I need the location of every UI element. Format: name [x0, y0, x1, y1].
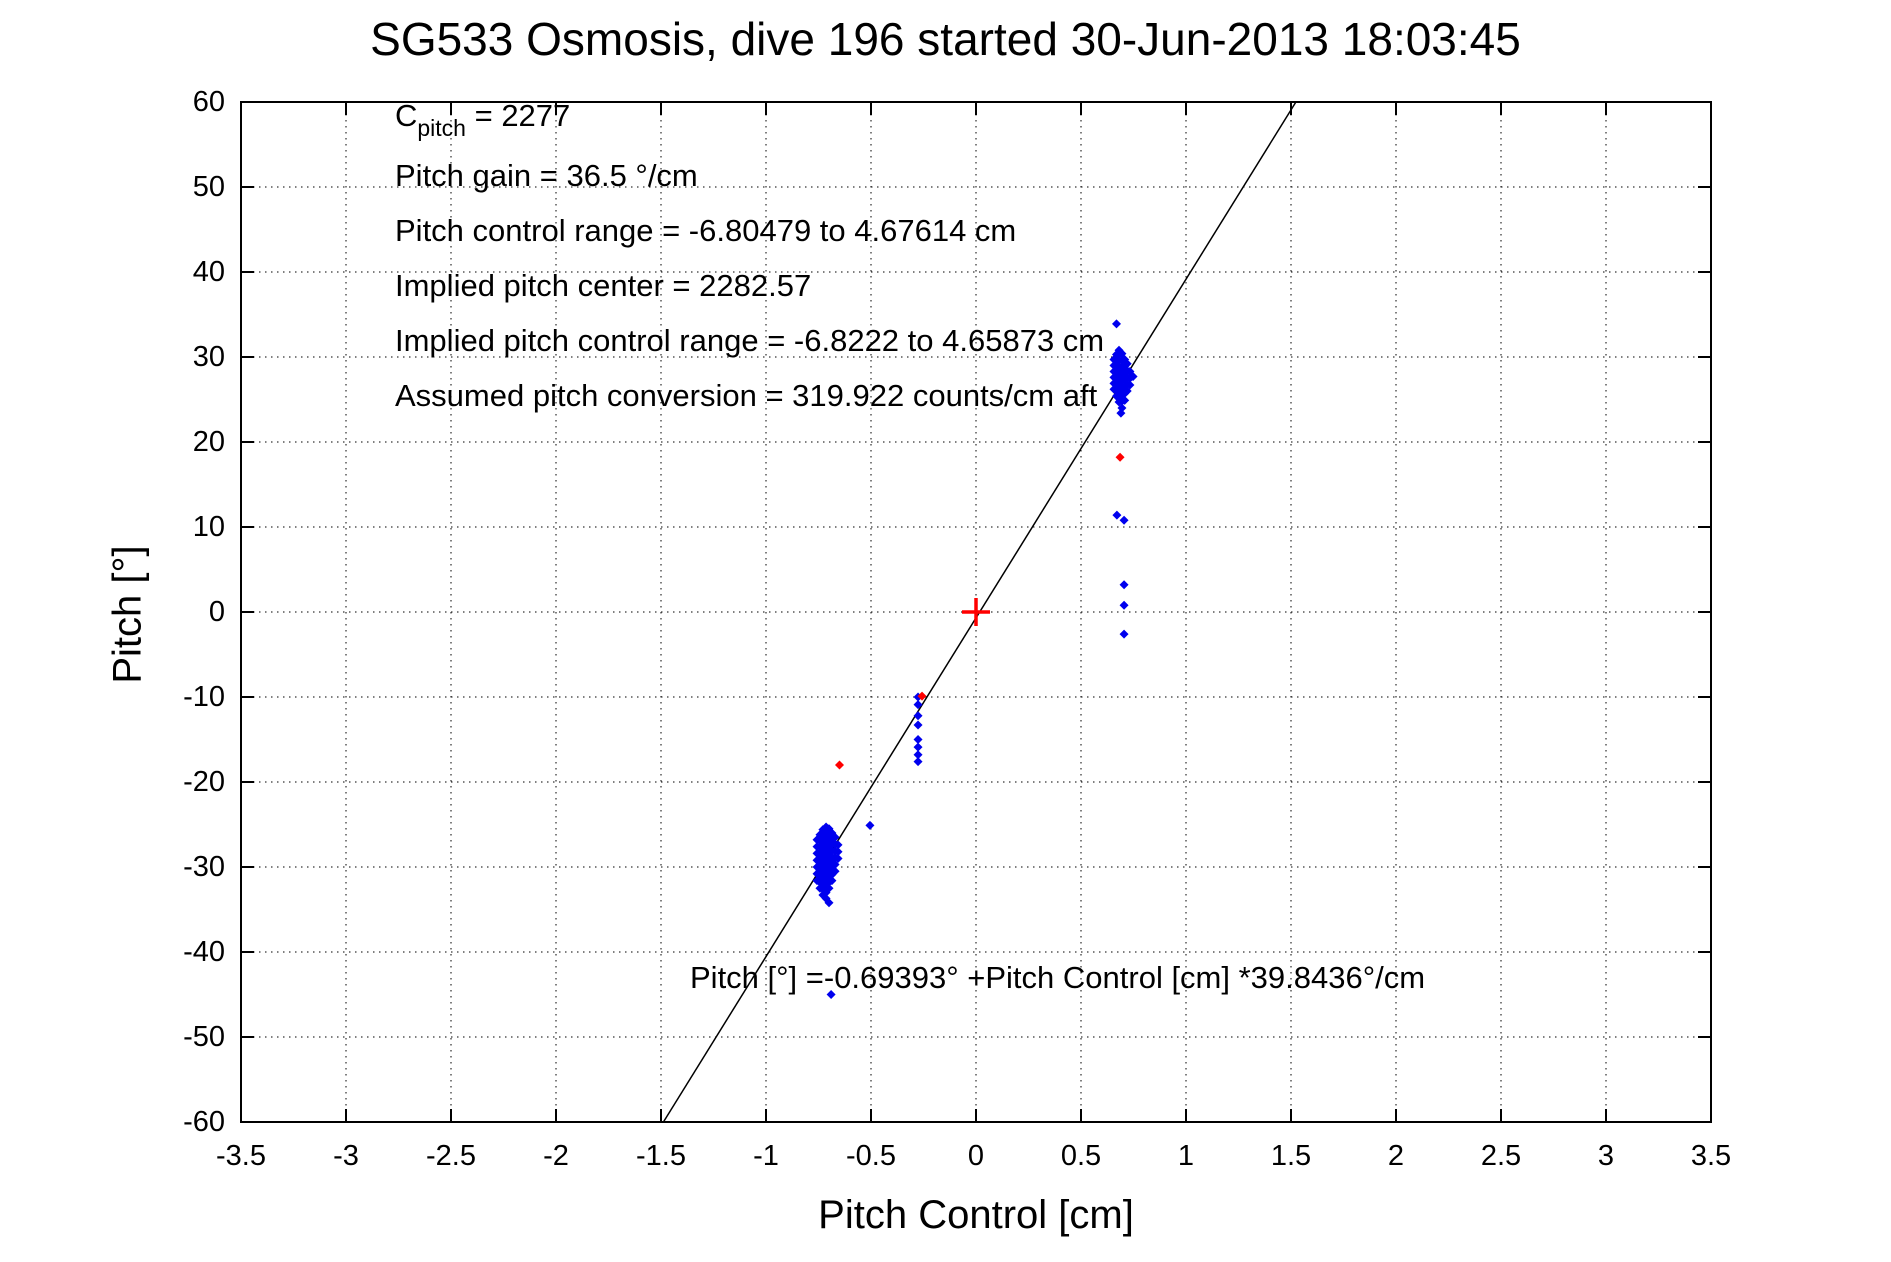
pitch-observations-blue-marker [1111, 319, 1121, 329]
y-tick-label: -40 [183, 936, 225, 968]
pitch-observations-blue-marker [913, 711, 923, 721]
x-tick-label: 1 [1177, 1140, 1195, 1172]
x-tick-label: 0 [967, 1140, 985, 1172]
pitch-observations-blue-marker [865, 820, 875, 830]
y-tick-label: 20 [192, 426, 225, 458]
pitch-observations-blue-marker [1119, 600, 1129, 610]
fit-equation-label: Pitch [°] =-0.69393° +Pitch Control [cm]… [690, 960, 1426, 995]
x-tick-label: 1.5 [1270, 1140, 1312, 1172]
pitch-observations-blue-marker [913, 735, 923, 744]
y-tick-label: -60 [183, 1106, 225, 1138]
y-tick-label: 60 [192, 86, 225, 118]
annotation-cpitch-symbol: C [395, 98, 418, 133]
y-tick-label: 30 [192, 341, 225, 373]
pitch-observations-blue-marker [913, 742, 923, 752]
annotation-pitch-control-range: Pitch control range = -6.80479 to 4.6761… [395, 213, 1017, 248]
y-tick-label: 40 [192, 256, 225, 288]
x-tick-label: -2 [543, 1140, 569, 1172]
x-tick-label: -2.5 [426, 1140, 476, 1172]
y-tick-label: 0 [208, 596, 225, 628]
pitch-observations-blue-marker [1119, 580, 1129, 590]
annotation-implied-pitch-control-range: Implied pitch control range = -6.8222 to… [395, 323, 1105, 358]
pitch-observations-blue-marker [824, 898, 834, 908]
pitch-observations-blue-marker [1128, 372, 1138, 382]
y-tick-label: -10 [183, 681, 225, 713]
pitch-observations-blue-marker [833, 847, 843, 857]
pitch-observations-blue-marker [1122, 359, 1132, 369]
x-tick-label: 2 [1387, 1140, 1405, 1172]
annotation-cpitch: Cpitch = 2277 [395, 100, 570, 144]
pitch-observations-blue-marker [830, 832, 840, 842]
pitch-observations-blue-marker [1120, 395, 1130, 405]
pitch-observations-blue-marker [833, 840, 843, 850]
annotation-pitch-gain: Pitch gain = 36.5 °/cm [395, 158, 698, 193]
pitch-observations-blue-marker [1119, 629, 1129, 639]
pitch-observations-blue-marker [833, 854, 843, 863]
x-axis-label: Pitch Control [cm] [818, 1193, 1134, 1237]
x-tick-label: -1.5 [636, 1140, 686, 1172]
y-tick-label: -30 [183, 851, 225, 883]
y-tick-label: -50 [183, 1021, 225, 1053]
pitch-flagged-red-marker [835, 760, 844, 770]
y-tick-label: -20 [183, 766, 225, 798]
annotation-cpitch-subscript: pitch [417, 115, 466, 141]
pitch-observations-blue-marker [1119, 515, 1129, 525]
plot-frame [240, 101, 1712, 1123]
x-tick-label: 3.5 [1690, 1140, 1732, 1172]
pitch-observations-blue-marker [913, 750, 923, 760]
x-tick-label: -0.5 [846, 1140, 896, 1172]
pitch-observations-blue-marker [913, 757, 923, 767]
pitch-observations-blue-marker [913, 700, 923, 710]
pitch-observations-blue-marker [827, 876, 837, 886]
pitch-observations-blue-marker [913, 720, 923, 730]
pitch-observations-blue-marker [1125, 380, 1135, 390]
plot-title: SG533 Osmosis, dive 196 started 30-Jun-2… [370, 13, 1521, 65]
annotation-assumed-pitch-conversion: Assumed pitch conversion = 319.922 count… [395, 378, 1098, 413]
annotation-implied-pitch-center: Implied pitch center = 2282.57 [395, 268, 812, 303]
y-tick-label: 10 [192, 511, 225, 543]
pitch-observations-blue-marker [830, 866, 840, 876]
pitch-observations-blue-marker [1112, 510, 1122, 520]
x-tick-label: -3 [333, 1140, 359, 1172]
pitch-flagged-red-marker [1115, 452, 1125, 462]
pitch-observations-blue-marker [826, 990, 836, 999]
x-tick-label: 3 [1597, 1140, 1615, 1172]
pitch-observations-blue-marker [824, 883, 834, 893]
y-tick-label: 50 [192, 171, 225, 203]
pitch-observations-blue-marker [1116, 408, 1126, 418]
x-tick-label: 2.5 [1480, 1140, 1522, 1172]
pitch-flagged-red-marker [917, 691, 927, 701]
x-tick-label: -1 [753, 1140, 779, 1172]
x-tick-label: 0.5 [1060, 1140, 1102, 1172]
annotation-cpitch-value: = 2277 [465, 98, 571, 133]
x-tick-label: -3.5 [216, 1140, 266, 1172]
